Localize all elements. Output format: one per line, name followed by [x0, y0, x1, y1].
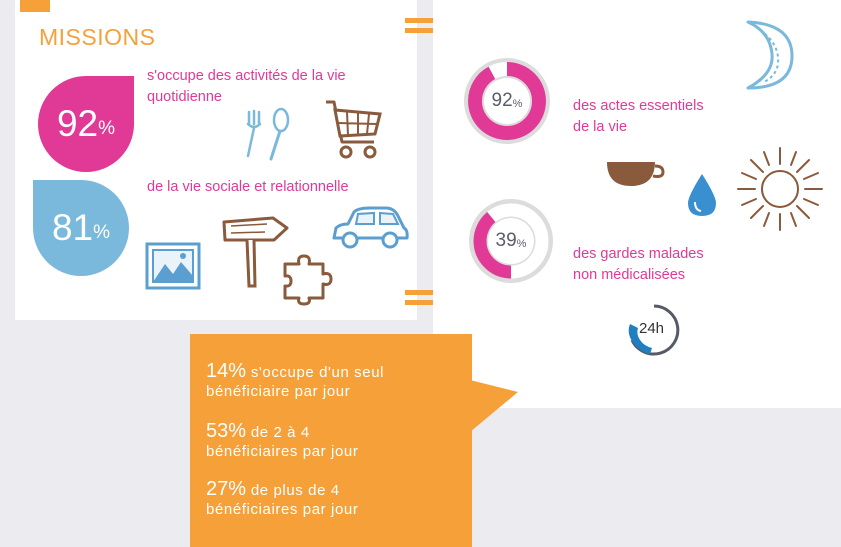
equals-sign-top	[405, 28, 435, 33]
stat-drop-number: 81	[51, 207, 94, 248]
donut-chart	[469, 199, 553, 283]
donut-unit: %	[516, 237, 527, 250]
clock-24h-icon: 24h	[624, 300, 684, 360]
equals-sign-top	[405, 18, 435, 23]
donut-arc	[473, 203, 549, 279]
shopping-cart-icon	[326, 100, 382, 159]
donut-number: 39	[495, 230, 517, 251]
donut-arc	[468, 62, 546, 140]
signpost-icon	[222, 216, 289, 288]
callout-pct: 14%	[206, 360, 247, 382]
equals-sign-bottom	[405, 300, 435, 305]
donut-label: 39%	[466, 196, 556, 286]
fork-spoon-icon	[246, 107, 290, 161]
stat-drop-unit: %	[93, 222, 111, 243]
stat-text-daily-life: s'occupe des activités de la vie quotidi…	[147, 68, 346, 105]
page-title: MISSIONS	[39, 24, 156, 50]
stat-drop-92: 92%	[38, 76, 134, 172]
callout-box	[190, 334, 472, 547]
clock-24h-graphic	[628, 304, 680, 356]
donut-chart	[464, 58, 550, 144]
donut-39: 39%	[466, 196, 556, 286]
orange-tab	[20, 0, 50, 12]
donut-number: 92	[491, 90, 513, 111]
callout-tail	[470, 380, 518, 432]
callout-line: de plus de 4	[250, 482, 340, 499]
equals-sign-bottom	[405, 290, 435, 295]
coffee-cup-icon	[607, 162, 665, 186]
car-icon	[332, 206, 409, 249]
donut-text-line: des gardes malades	[573, 246, 704, 262]
puzzle-piece-icon	[283, 254, 333, 306]
stat-drop-81: 81%	[33, 180, 129, 276]
stat-text-social-life: de la vie sociale et relationnelle	[147, 179, 349, 195]
badge-24h-text: 24h	[639, 320, 665, 337]
callout-pct: 53%	[206, 420, 247, 442]
sun-icon	[737, 147, 823, 231]
donut-92-text: des actes essentiels de la vie	[573, 96, 704, 138]
donut-92: 92%	[461, 55, 553, 147]
callout-line: bénéficiaires par jour	[206, 501, 359, 518]
callout-stat: 14% s'occupe d'un seul bénéficiaire par …	[206, 360, 385, 401]
donut-unit: %	[512, 97, 523, 110]
callout-pct: 27%	[206, 478, 247, 500]
callout-stat: 53% de 2 à 4 bénéficiaires par jour	[206, 420, 359, 461]
donut-39-text: des gardes malades non médicalisées	[573, 244, 704, 286]
stat-drop-number: 92	[56, 103, 99, 144]
moon-icon	[746, 20, 794, 90]
donut-text-line: non médicalisées	[573, 267, 686, 283]
callout-line: bénéficiaire par jour	[206, 383, 351, 400]
callout-stat: 27% de plus de 4 bénéficiaires par jour	[206, 478, 359, 519]
callout-line: bénéficiaires par jour	[206, 443, 359, 460]
callout-line: s'occupe d'un seul	[250, 364, 385, 381]
donut-text-line: des actes essentiels	[573, 98, 704, 114]
water-drop-icon	[688, 174, 716, 216]
donut-text-line: de la vie	[573, 119, 628, 135]
picture-frame-icon	[145, 242, 201, 290]
stat-drop-unit: %	[98, 118, 116, 139]
callout-line: de 2 à 4	[250, 424, 310, 441]
donut-label: 92%	[461, 55, 553, 147]
